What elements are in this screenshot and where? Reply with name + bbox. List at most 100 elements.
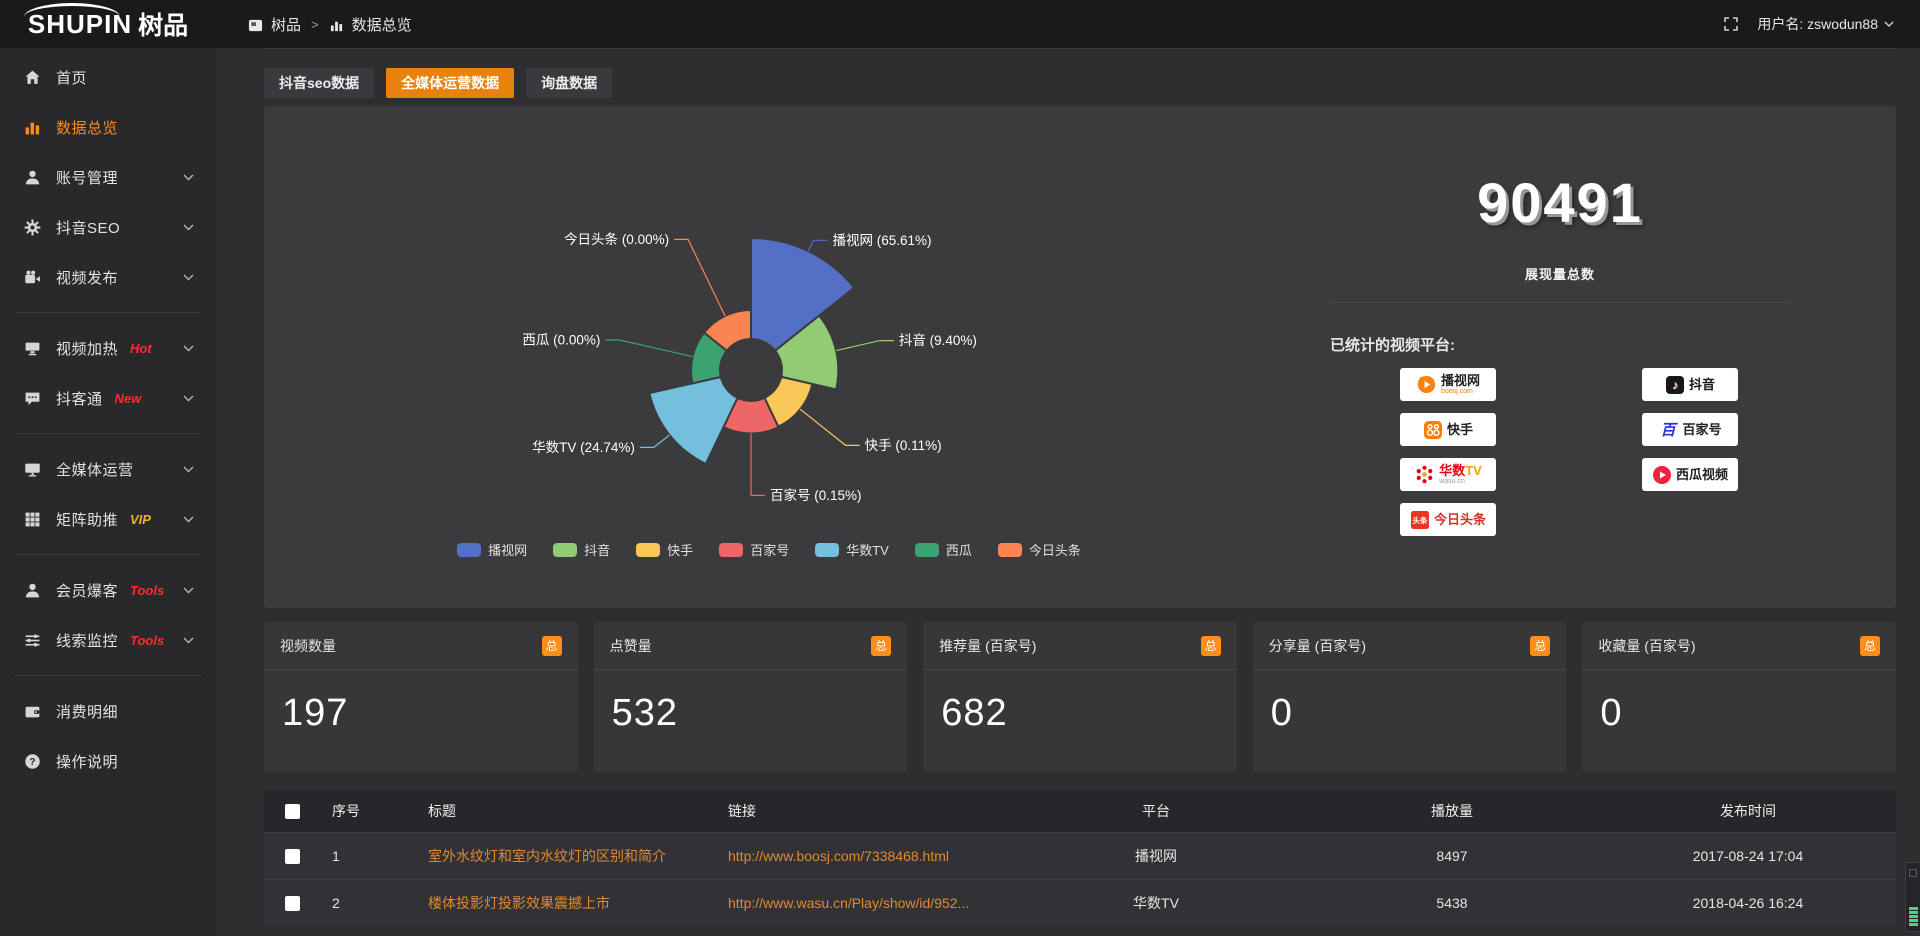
sidebar-divider xyxy=(14,554,202,555)
legend-item[interactable]: 西瓜 xyxy=(914,540,972,559)
breadcrumb-root[interactable]: 树品 xyxy=(271,16,302,34)
tab-douyin-seo-data[interactable]: 抖音seo数据 xyxy=(264,68,375,98)
column-header-3: 平台 xyxy=(1142,803,1170,819)
legend-item[interactable]: 抖音 xyxy=(553,540,610,559)
summary-divider xyxy=(1330,302,1790,303)
sidebar-item-member-burst[interactable]: 会员爆客 Tools xyxy=(0,565,216,615)
fullscreen-icon[interactable] xyxy=(1723,16,1739,32)
legend-item[interactable]: 百家号 xyxy=(719,540,789,559)
legend-item[interactable]: 播视网 xyxy=(457,540,527,559)
stat-card-4: 收藏量 (百家号) 总 0 xyxy=(1582,622,1896,772)
platform-sub: boosj.com xyxy=(1440,388,1473,395)
logo-arc xyxy=(24,3,120,17)
person-icon xyxy=(24,582,42,599)
sidebar-item-account-manage[interactable]: 账号管理 xyxy=(0,152,216,202)
platform-name: 百家号 xyxy=(1682,422,1722,437)
main-content: 抖音seo数据 全媒体运营数据 询盘数据 播视网 (65.61%) 抖音 (9.40%… xyxy=(216,48,1920,926)
stat-cards-row: 视频数量总 197 点赞量总 532 推荐量 (百家号) 总 682 分享量 (百家号) 总 0 收… xyxy=(264,622,1896,772)
sidebar-item-badge: Hot xyxy=(130,340,152,356)
widget-slot-icon xyxy=(1909,869,1917,877)
sidebar-item-video-publish[interactable]: 视频发布 xyxy=(0,252,216,302)
cell-plays: 5438 xyxy=(1436,895,1468,911)
total-badge: 总 xyxy=(1200,635,1221,656)
cell-time: 2017-08-24 17:04 xyxy=(1692,848,1804,864)
svg-text:♪: ♪ xyxy=(1672,377,1678,391)
total-badge: 总 xyxy=(1530,635,1551,656)
platform-column-left: 播视网 boosj.com 快手 华数TV wasu.cn 头条 今日头条 xyxy=(1400,368,1496,536)
cell-link[interactable]: http://www.wasu.cn/Play/show/id/952... xyxy=(728,895,970,911)
toutiao-logo-icon: 头条 xyxy=(1410,510,1430,530)
cell-link[interactable]: http://www.boosj.com/7338468.html xyxy=(728,848,950,864)
breadcrumb-current[interactable]: 数据总览 xyxy=(351,16,412,34)
sidebar-item-consumption[interactable]: 消费明细 xyxy=(0,686,216,736)
sliders-icon xyxy=(24,632,42,649)
sidebar-item-media-operation[interactable]: 全媒体运营 xyxy=(0,444,216,494)
rose-pie-chart: 播视网 (65.61%) 抖音 (9.40%) 快手 (0.11%) 百家号 (0.1… xyxy=(264,106,1274,608)
select-all-checkbox[interactable] xyxy=(284,803,300,819)
chevron-down-icon xyxy=(183,345,194,352)
legend-item[interactable]: 华数TV xyxy=(815,540,889,559)
stat-card-header: 点赞量 总 xyxy=(593,622,908,670)
platform-name: 西瓜视频 xyxy=(1675,467,1728,482)
column-header-1: 标题 xyxy=(428,803,456,819)
sidebar-item-video-heat[interactable]: 视频加热 Hot xyxy=(0,323,216,373)
legend-swatch xyxy=(815,542,840,557)
tab-bar: 抖音seo数据 全媒体运营数据 询盘数据 xyxy=(264,68,1896,98)
stat-card-value: 0 xyxy=(1270,692,1293,734)
stat-card-label: 收藏量 (百家号) xyxy=(1598,637,1696,654)
sidebar-item-home[interactable]: 首页 xyxy=(0,52,216,102)
cell-title[interactable]: 室外水纹灯和室内水纹灯的区别和简介 xyxy=(428,848,666,864)
legend-item[interactable]: 今日头条 xyxy=(997,540,1081,559)
legend-swatch xyxy=(457,542,482,557)
legend-swatch xyxy=(719,542,744,557)
cell-title[interactable]: 楼体投影灯投影效果震撼上市 xyxy=(428,895,610,911)
battery-widget[interactable] xyxy=(1905,862,1920,932)
legend-swatch xyxy=(553,542,578,557)
boosj-logo-icon xyxy=(1416,374,1437,395)
logo-text-cn: 树品 xyxy=(138,12,189,40)
sidebar-item-instructions[interactable]: ? 操作说明 xyxy=(0,736,216,786)
stat-card-header: 推荐量 (百家号) 总 xyxy=(923,622,1237,670)
platform-badge-toutiao: 头条 今日头条 xyxy=(1400,503,1496,536)
sidebar-item-label: 数据总览 xyxy=(56,119,119,137)
tab-media-op-data[interactable]: 全媒体运营数据 xyxy=(386,68,515,98)
svg-text:今日头条 (0.00%): 今日头条 (0.00%) xyxy=(564,231,669,247)
total-badge: 总 xyxy=(541,635,562,656)
tab-inquiry-data[interactable]: 询盘数据 xyxy=(526,68,613,98)
sidebar-item-douketong[interactable]: 抖客通 New xyxy=(0,373,216,423)
stat-card-1: 点赞量 总 532 xyxy=(593,622,908,772)
column-header-2: 链接 xyxy=(728,803,756,819)
table-row: 1 室外水纹灯和室内水纹灯的区别和简介 http://www.boosj.com/7… xyxy=(264,832,1896,879)
stat-card-header: 分享量 (百家号) 总 xyxy=(1252,622,1567,670)
row-checkbox[interactable] xyxy=(284,848,300,864)
column-header-4: 播放量 xyxy=(1431,803,1473,819)
legend-swatch xyxy=(997,542,1022,557)
sidebar-item-matrix-boost[interactable]: 矩阵助推 VIP xyxy=(0,494,216,544)
sidebar-item-data-overview[interactable]: 数据总览 xyxy=(0,102,216,152)
chart-panel: 播视网 (65.61%) 抖音 (9.40%) 快手 (0.11%) 百家号 (0.1… xyxy=(264,106,1896,608)
chart-legend: 播视网 抖音 快手 百家号 华数TV 西瓜 今日头条 xyxy=(264,540,1274,559)
xigua-logo-icon xyxy=(1652,465,1672,485)
stat-card-value: 0 xyxy=(1600,692,1623,734)
sidebar-item-label: 操作说明 xyxy=(56,753,119,771)
sidebar-item-badge: New xyxy=(114,390,142,406)
screen-icon xyxy=(24,340,42,357)
sidebar-item-label: 消费明细 xyxy=(56,703,119,721)
legend-label: 播视网 xyxy=(488,543,528,558)
legend-label: 西瓜 xyxy=(945,543,972,558)
sidebar-item-clue-monitor[interactable]: 线索监控 Tools xyxy=(0,615,216,665)
platform-badge-douyin: ♪ ♪ ♪ 抖音 xyxy=(1642,368,1738,401)
row-checkbox[interactable] xyxy=(284,895,300,911)
user-menu[interactable]: 用户名: zswodun88 xyxy=(1757,14,1894,34)
topbar: SHUPIN 树品 树品 > 数据总览 用户名: zswodun88 xyxy=(0,0,1920,48)
stat-card-label: 推荐量 (百家号) xyxy=(939,637,1037,654)
user-icon xyxy=(24,169,42,186)
svg-text:华数TV (24.74%): 华数TV (24.74%) xyxy=(532,440,635,455)
stat-card-label: 点赞量 xyxy=(609,637,652,654)
table-header: 序号 标题 链接 平台 播放量 发布时间 xyxy=(264,790,1896,832)
legend-item[interactable]: 快手 xyxy=(636,540,693,559)
sidebar-item-label: 视频加热 xyxy=(56,340,119,358)
sidebar-item-douyin-seo[interactable]: 抖音SEO xyxy=(0,202,216,252)
platform-name: 播视网 boosj.com xyxy=(1440,373,1480,395)
stat-card-value: 197 xyxy=(282,692,349,734)
